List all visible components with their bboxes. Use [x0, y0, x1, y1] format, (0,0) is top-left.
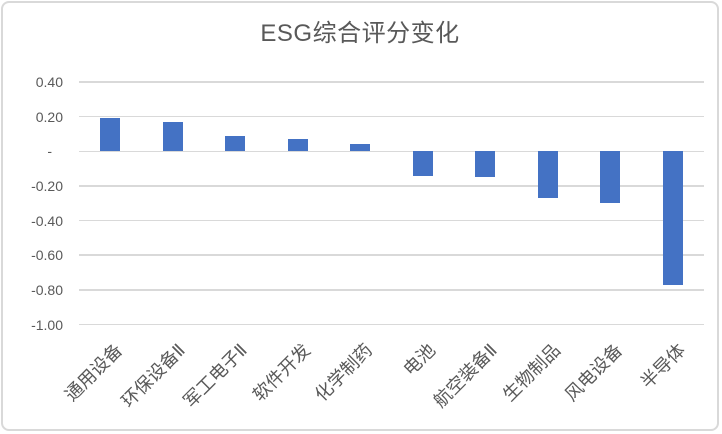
gridline — [79, 185, 704, 187]
bar — [662, 151, 683, 285]
bar — [225, 135, 246, 152]
bar — [412, 151, 433, 176]
bar — [287, 139, 308, 152]
bar — [475, 151, 496, 178]
y-axis-tick-label: 0.40 — [35, 74, 63, 90]
gridline — [79, 289, 704, 291]
gridline — [79, 219, 704, 222]
chart-title: ESG综合评分变化 — [260, 20, 460, 47]
gridline — [79, 254, 704, 256]
chart-area: ESG综合评分变化 0.40 0.20 - -0.20 -0.40 -0.60 -0.80 -… — [3, 3, 717, 429]
y-axis-tick-label: -0.20 — [31, 177, 63, 194]
y-axis-tick-label: -1.00 — [31, 316, 63, 333]
x-axis-category-label: 环保设备Ⅱ — [117, 340, 189, 412]
x-axis-category-label: 生物制品 — [498, 340, 564, 406]
y-axis-tick-label: - — [47, 143, 52, 160]
x-axis-category-label: 通用设备 — [61, 340, 127, 406]
x-axis-category-label: 航空装备Ⅱ — [430, 340, 502, 412]
gridline — [79, 150, 704, 153]
gridline — [79, 81, 704, 83]
x-axis-category-label: 风电设备 — [561, 340, 627, 406]
x-axis-category-label: 军工电子Ⅱ — [180, 340, 252, 412]
bar — [600, 151, 621, 204]
bar — [350, 144, 371, 152]
x-axis-category-label: 电池 — [399, 340, 439, 380]
y-axis-tick-label: -0.60 — [31, 247, 63, 264]
x-axis-category-label: 软件开发 — [248, 340, 314, 406]
gridline — [79, 323, 704, 326]
bar — [100, 118, 121, 152]
x-axis-category-label: 半导体 — [636, 340, 689, 393]
bar — [162, 121, 183, 152]
plot-area — [79, 81, 704, 326]
gridline — [79, 115, 704, 118]
y-axis-tick-label: 0.20 — [35, 108, 63, 125]
y-axis-tick-label: -0.40 — [31, 212, 63, 229]
x-axis-category-label: 化学制药 — [311, 340, 377, 406]
y-axis-tick-label: -0.80 — [31, 281, 63, 298]
bar — [537, 151, 558, 199]
